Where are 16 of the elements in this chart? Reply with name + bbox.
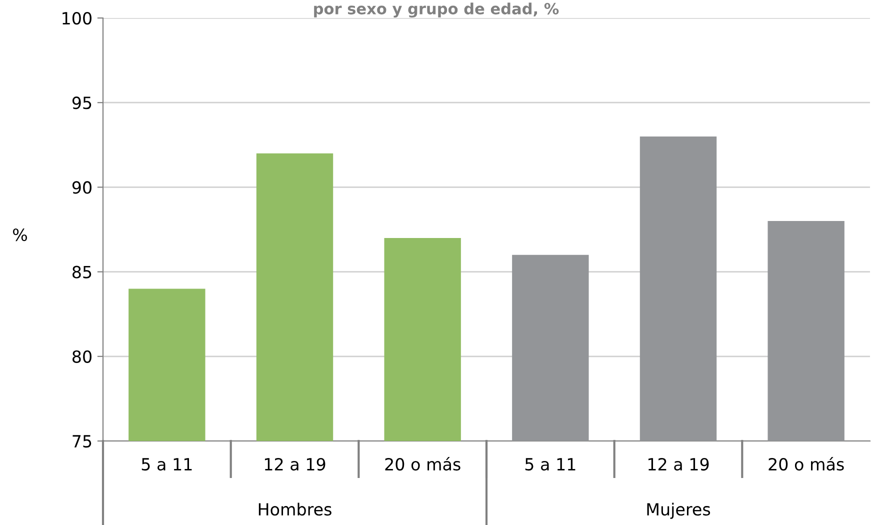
y-tick-label: 85 xyxy=(72,266,92,278)
y-tick-label: 100 xyxy=(62,12,92,25)
y-tick-label: 80 xyxy=(72,350,92,363)
text: Hombres xyxy=(258,502,332,516)
chart-title: por sexo y grupo de edad, % xyxy=(314,2,559,18)
y-tick-label: 90 xyxy=(72,181,92,194)
text: Mujeres xyxy=(647,502,710,519)
y-tick-label: 95 xyxy=(72,96,92,110)
y-axis-title: % xyxy=(13,228,27,242)
x-tick-label: 20 o más xyxy=(385,457,460,471)
x-tick-label: 5 a 11 xyxy=(142,458,192,471)
x-tick-label: 12 a 19 xyxy=(648,458,709,471)
x-tick-label: 12 a 19 xyxy=(264,458,326,471)
x-tick-label: 20 o más xyxy=(768,457,844,471)
x-tick-label: 5 a 11 xyxy=(525,458,576,471)
y-tick-label: 75 xyxy=(72,435,92,448)
